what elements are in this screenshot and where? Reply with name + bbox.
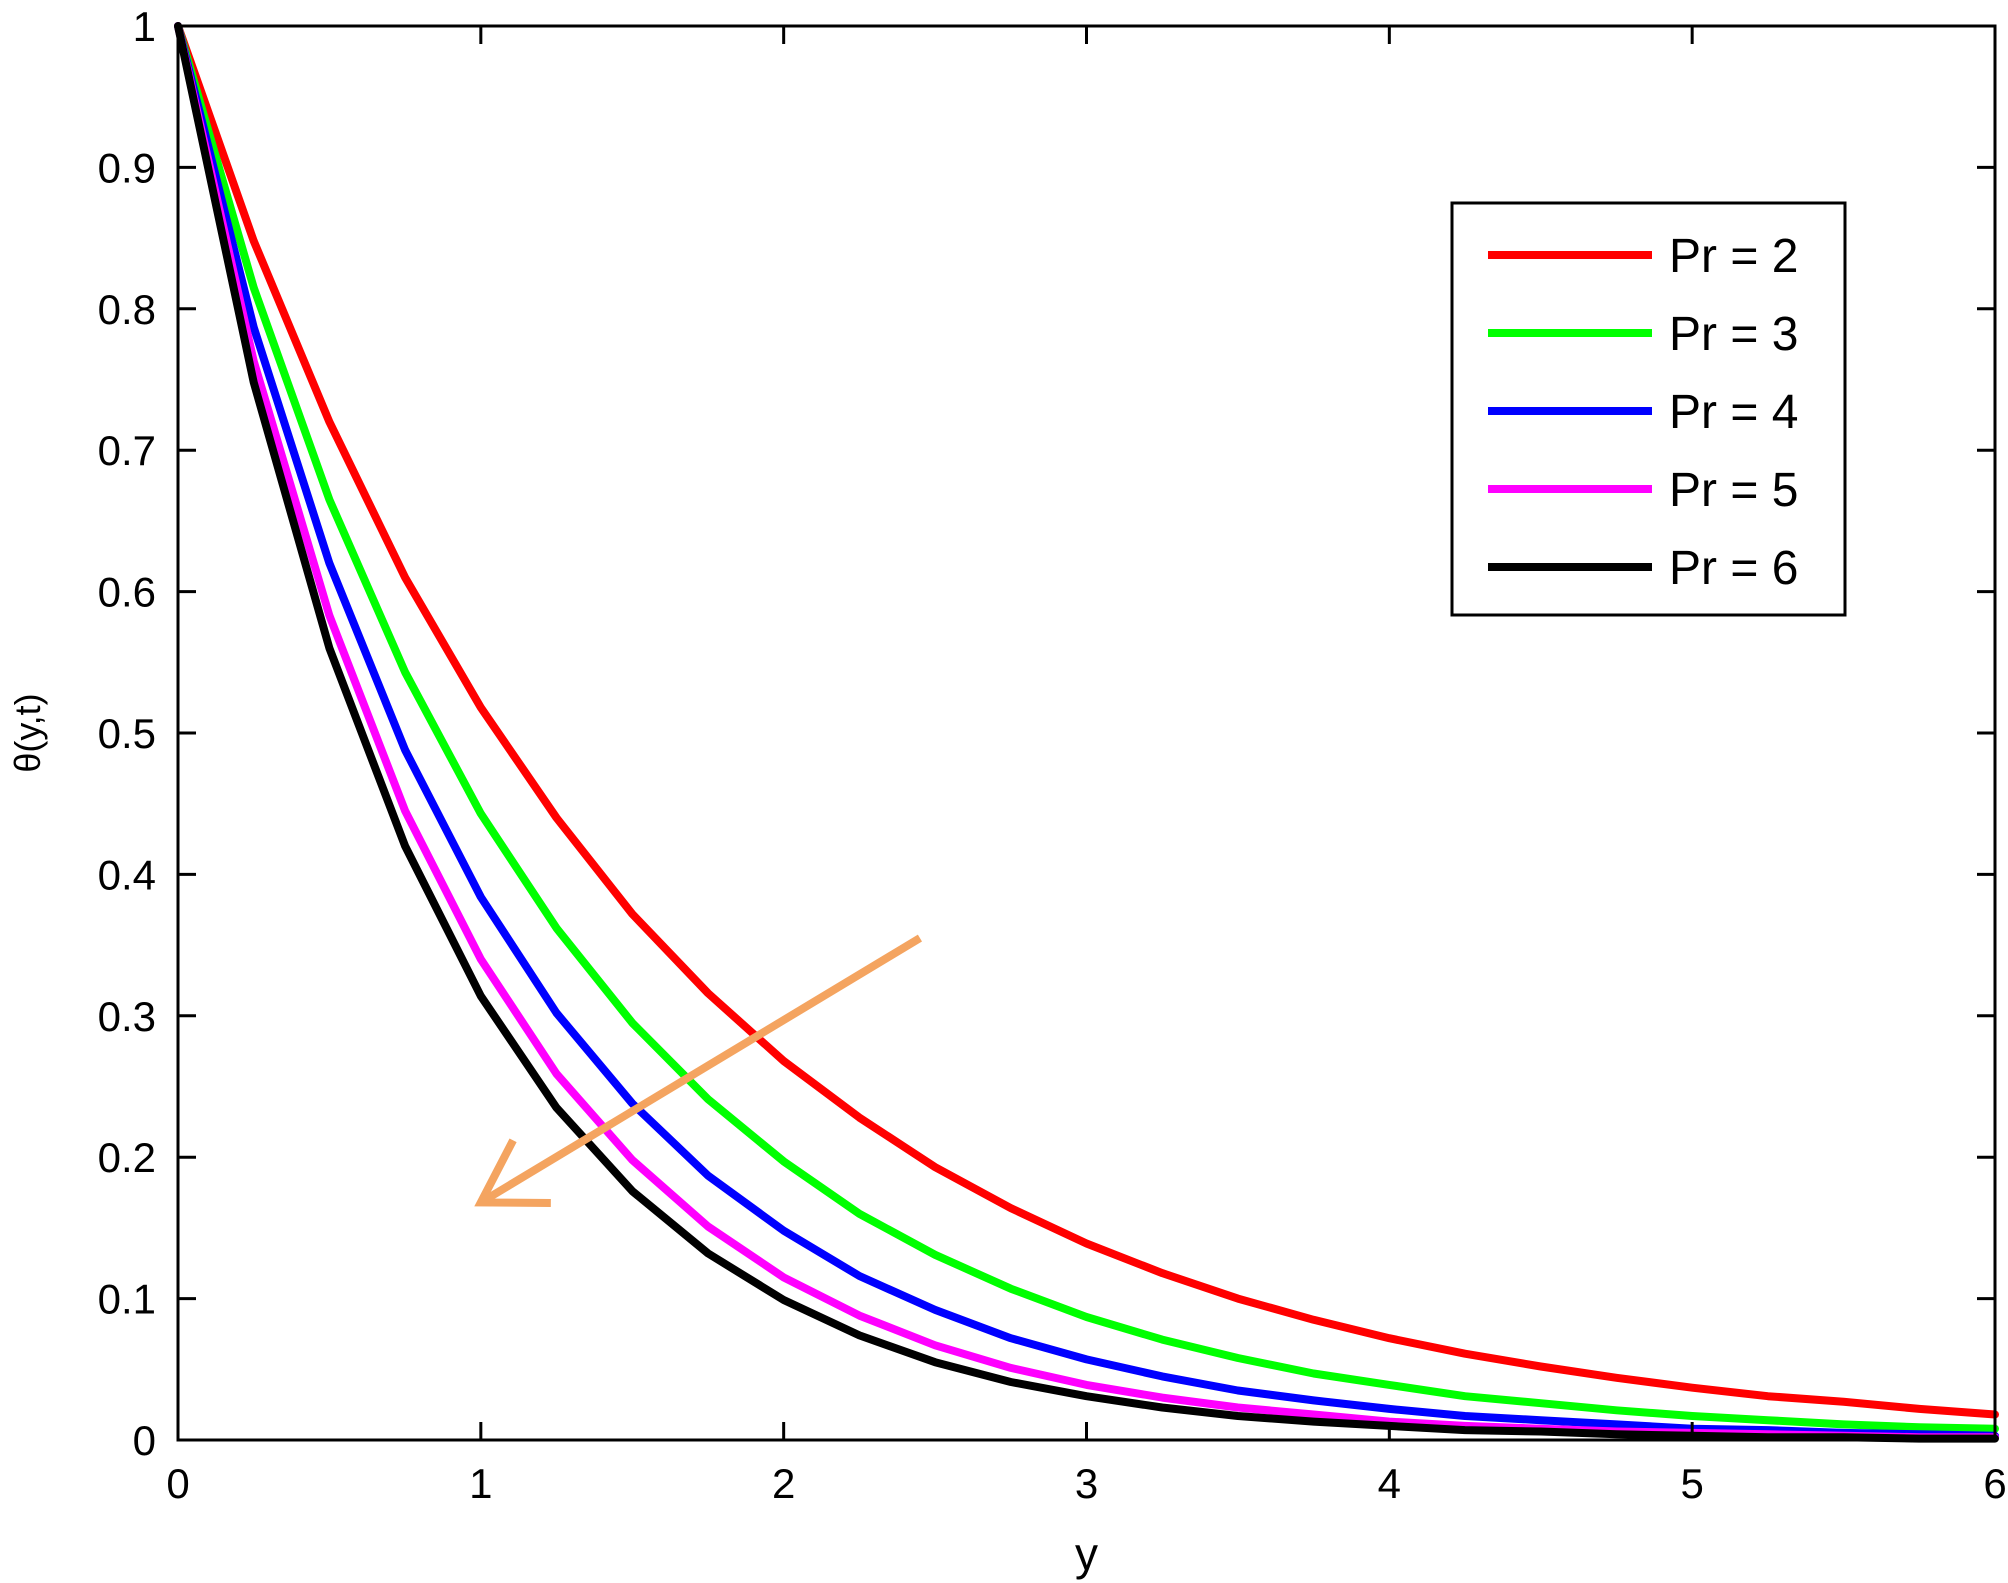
x-tick-label: 3	[1075, 1460, 1098, 1507]
legend-label: Pr = 5	[1669, 464, 1798, 517]
legend-item: Pr = 4	[1488, 386, 1798, 439]
y-tick-label: 0	[133, 1417, 156, 1464]
y-tick-label: 0.2	[98, 1134, 156, 1181]
y-tick-label: 0.4	[98, 851, 156, 898]
y-axis-title: θ(y,t)	[7, 693, 48, 772]
y-tick-label: 1	[133, 3, 156, 50]
trend-arrow	[474, 934, 923, 1208]
x-tick-label: 4	[1378, 1460, 1401, 1507]
y-tick-label: 0.1	[98, 1276, 156, 1323]
legend-label: Pr = 6	[1669, 542, 1798, 595]
y-tick-label: 0.5	[98, 710, 156, 757]
y-tick-label: 0.3	[98, 993, 156, 1040]
legend: Pr = 2 Pr = 3 Pr = 4 Pr = 5 Pr = 6	[1450, 201, 1847, 617]
x-tick-label: 2	[772, 1460, 795, 1507]
legend-item: Pr = 3	[1488, 308, 1798, 361]
series-line-1	[174, 22, 1999, 1419]
y-tick-label: 0.9	[98, 144, 156, 191]
series-line-2	[174, 22, 1999, 1433]
trend-arrow-head	[474, 1138, 551, 1208]
trend-arrow-shaft	[478, 934, 923, 1206]
x-tick-label: 5	[1680, 1460, 1703, 1507]
x-tick-label: 1	[469, 1460, 492, 1507]
legend-label: Pr = 3	[1669, 308, 1798, 361]
legend-item: Pr = 6	[1488, 542, 1798, 595]
y-tick-label: 0.6	[98, 569, 156, 616]
legend-item: Pr = 2	[1488, 230, 1798, 283]
y-axis: 0 0.1 0.2 0.3 0.4 0.5 0.6 0.7 0.8 0.9 1	[98, 3, 1995, 1464]
legend-label: Pr = 4	[1669, 386, 1798, 439]
x-tick-label: 0	[166, 1460, 189, 1507]
legend-label: Pr = 2	[1669, 230, 1798, 283]
x-axis: 0 1 2 3 4 5 6	[166, 26, 2007, 1507]
y-tick-label: 0.7	[98, 427, 156, 474]
y-tick-label: 0.8	[98, 286, 156, 333]
x-axis-title: y	[1075, 1528, 1098, 1580]
x-tick-label: 6	[1983, 1460, 2006, 1507]
annotation-layer	[474, 934, 923, 1208]
legend-item: Pr = 5	[1488, 464, 1798, 517]
